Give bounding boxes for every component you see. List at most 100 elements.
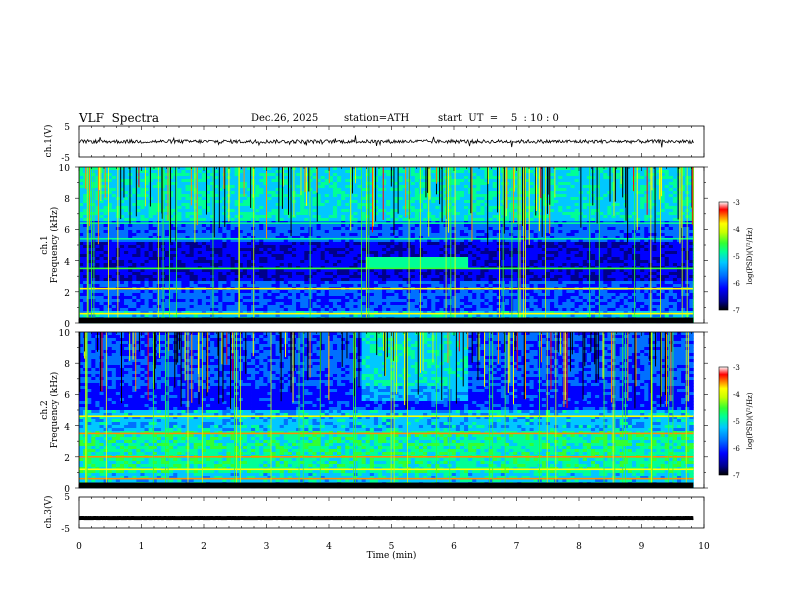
spectrogram-cell (361, 242, 367, 246)
spectrogram-cell (558, 227, 563, 231)
spectrogram-cell (181, 236, 186, 240)
spectrogram-cell (263, 254, 268, 258)
spectrogram-cell (640, 176, 645, 180)
spectrogram-cell (537, 197, 543, 201)
spectrogram-cell (349, 260, 354, 264)
spectrogram-cell (316, 248, 322, 252)
spectrogram-cell (140, 203, 145, 207)
spectrogram-cell (332, 191, 338, 195)
spectrogram-cell (124, 227, 129, 231)
spectrogram-cell (566, 203, 571, 207)
spectrogram-cell (328, 218, 334, 222)
spectrogram-cell (525, 188, 530, 192)
spectrogram-cell (308, 254, 313, 258)
spectrogram-cell (324, 257, 330, 261)
spectrogram-cell (644, 173, 649, 177)
spectrogram-cell (574, 173, 580, 177)
spectrogram-cell (427, 179, 432, 183)
spectrogram-cell (619, 176, 625, 180)
spectrogram-cell (300, 263, 305, 267)
spectrogram-cell (517, 188, 522, 192)
spectrogram-cell (132, 212, 137, 216)
spectrogram-cell (95, 179, 100, 183)
spectrogram-cell (656, 167, 662, 171)
spectrogram-cell (107, 185, 113, 189)
spectrogram-cell (365, 254, 371, 258)
spectrogram-cell (472, 176, 477, 180)
spectrogram-cell (246, 194, 252, 198)
spectrogram-cell (488, 251, 494, 255)
spectrogram-cell (636, 251, 641, 255)
spectrogram-cell (668, 236, 674, 240)
spectrogram-cell (205, 260, 211, 264)
spectrogram-cell (545, 245, 551, 249)
spectrogram-cell (554, 194, 559, 198)
spectrogram-cell (394, 242, 399, 246)
spectrogram-cell (513, 227, 518, 231)
spectrogram-cell (668, 257, 674, 261)
spectrogram-cell (496, 176, 502, 180)
spectrogram-cell (656, 257, 662, 261)
spectrogram-cell (570, 233, 575, 237)
spectrogram-cell (464, 191, 469, 195)
spectrogram-cell (464, 233, 469, 237)
spectrogram-cell (234, 257, 240, 261)
spectrogram-cell (455, 227, 461, 231)
spectrogram-cell (165, 248, 170, 252)
spectrogram-cell (197, 239, 203, 243)
spectrogram-cell (324, 167, 330, 171)
spectrogram-cell (103, 257, 109, 261)
spectrogram-cell (595, 257, 600, 261)
spectrogram-cell (660, 227, 666, 231)
spectrogram-cell (451, 263, 457, 267)
spectrogram-cell (271, 200, 276, 204)
spectrogram-cell (640, 194, 645, 198)
spectrogram-cell (296, 179, 301, 183)
spectrogram-cell (365, 179, 371, 183)
spectrogram-cell (668, 194, 674, 198)
spectrogram-cell (316, 170, 322, 174)
spectrogram-cell (124, 167, 129, 171)
spectrogram-cell (300, 257, 305, 261)
spectrogram-cell (566, 185, 571, 189)
spectrogram-cell (300, 167, 305, 171)
spectrogram-cell (541, 167, 547, 171)
spectrogram-cell (177, 206, 182, 210)
spectrogram-cell (185, 233, 190, 237)
spectrogram-cell (480, 197, 485, 201)
spectrogram-cell (574, 215, 580, 219)
spectrogram-cell (554, 206, 559, 210)
spectrogram-cell (267, 230, 272, 234)
spectrogram-cell (238, 212, 244, 216)
spectrogram-cell (177, 257, 182, 261)
spectrogram-cell (103, 260, 109, 264)
spectrogram-cell (590, 224, 596, 228)
spectrogram-cell (668, 191, 674, 195)
spectrogram-cell (459, 212, 465, 216)
spectrogram-cell (427, 257, 432, 261)
spectrogram-cell (185, 230, 190, 234)
spectrogram-cell (423, 242, 428, 246)
spectrogram-cell (128, 242, 133, 246)
spectrogram-cell (210, 191, 215, 195)
spectrogram-cell (308, 191, 313, 195)
spectrogram-cell (152, 218, 158, 222)
spectrogram-cell (242, 245, 248, 249)
spectrogram-cell (332, 224, 338, 228)
spectrogram-cell (472, 245, 477, 249)
spectrogram-cell (672, 227, 678, 231)
spectrogram-cell (132, 197, 137, 201)
spectrogram-cell (79, 248, 84, 252)
spectrogram-cell (558, 194, 563, 198)
spectrogram-cell (464, 188, 469, 192)
spectrogram-cell (455, 194, 461, 198)
spectrogram-cell (382, 230, 387, 234)
spectrogram-cell (439, 248, 444, 252)
date-label: Dec.26, 2025 (251, 113, 319, 124)
spectrogram-cell (95, 245, 100, 249)
spectrogram-cell (472, 203, 477, 207)
spectrogram-cell (464, 206, 469, 210)
spectrogram-cell (357, 182, 363, 186)
spectrogram-cell (611, 218, 616, 222)
spectrogram-cell (111, 230, 117, 234)
